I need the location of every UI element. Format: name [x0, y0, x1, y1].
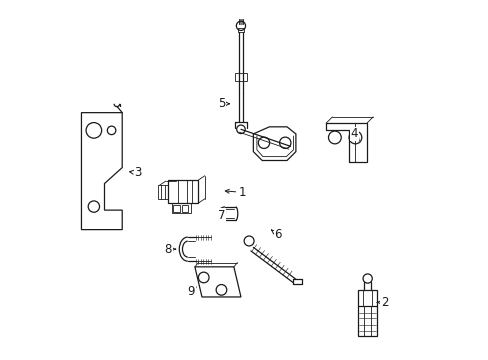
Bar	[182, 205, 188, 212]
Text: 4: 4	[350, 127, 358, 141]
Bar	[171, 203, 191, 213]
Text: 2: 2	[377, 296, 387, 309]
Text: 5: 5	[217, 97, 229, 110]
Text: 7: 7	[217, 209, 225, 222]
Text: 3: 3	[129, 166, 142, 179]
Bar	[168, 180, 198, 203]
Text: 1: 1	[225, 186, 246, 199]
Text: 9: 9	[187, 285, 196, 298]
Bar	[237, 28, 244, 32]
Bar	[357, 290, 377, 336]
Text: 8: 8	[164, 243, 175, 256]
Bar	[235, 73, 246, 81]
Text: 6: 6	[271, 229, 282, 242]
Bar	[157, 185, 168, 199]
Bar	[173, 205, 179, 212]
